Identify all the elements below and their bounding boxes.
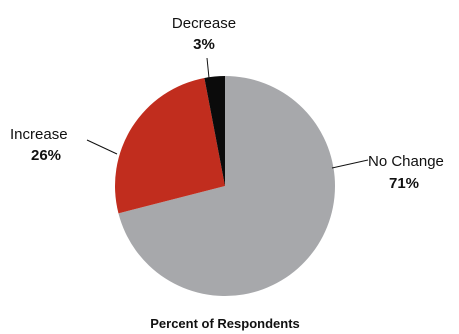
slice-value-decrease: 3% bbox=[193, 36, 215, 53]
leader-line-decrease bbox=[207, 58, 209, 78]
slice-label-increase: Increase bbox=[10, 126, 68, 143]
slice-value-increase: 26% bbox=[31, 147, 61, 164]
chart-caption: Percent of Respondents bbox=[150, 316, 300, 331]
leader-line-no-change bbox=[332, 160, 368, 168]
leader-line-increase bbox=[87, 140, 117, 154]
slice-label-no-change: No Change bbox=[368, 153, 444, 170]
slice-label-decrease: Decrease bbox=[172, 15, 236, 32]
pie-slices bbox=[115, 76, 335, 296]
slice-value-no-change: 71% bbox=[389, 175, 419, 192]
